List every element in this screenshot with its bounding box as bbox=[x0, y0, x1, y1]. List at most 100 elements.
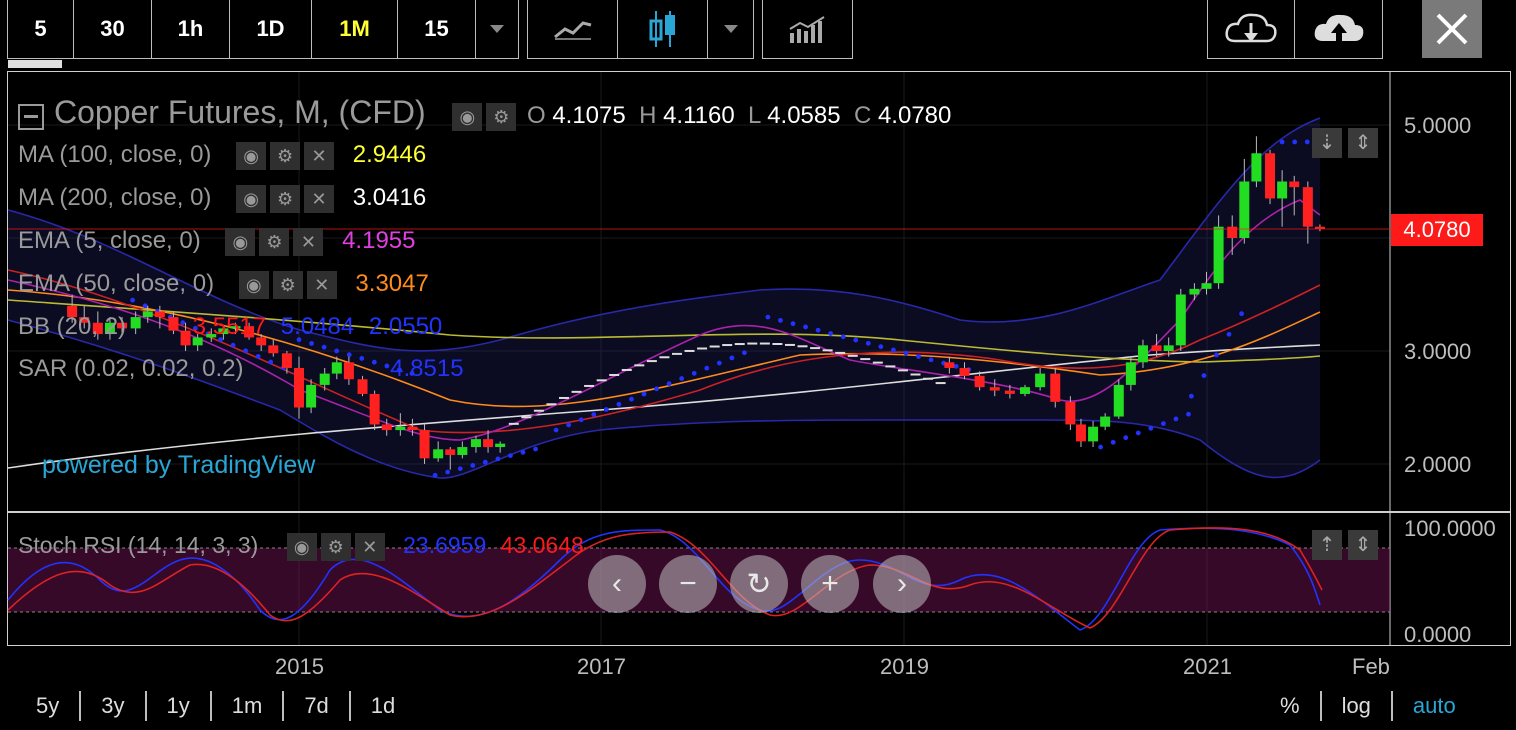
scale-bar: % log auto bbox=[1280, 688, 1456, 724]
visibility-icon[interactable]: ◉ bbox=[236, 141, 267, 170]
cloud-upload-button[interactable] bbox=[1295, 0, 1382, 58]
y-tick: 5.0000 bbox=[1404, 113, 1472, 138]
scroll-right-button[interactable]: › bbox=[873, 555, 931, 613]
sar-dot bbox=[533, 446, 538, 452]
settings-icon[interactable]: ⚙ bbox=[272, 270, 303, 299]
candle-body bbox=[168, 317, 179, 331]
interval-1h[interactable]: 1h bbox=[152, 0, 230, 58]
bollinger-lower-line bbox=[7, 319, 1321, 479]
auto-scale-toggle[interactable]: auto bbox=[1412, 693, 1456, 718]
candle-body bbox=[558, 396, 569, 399]
reset-button[interactable]: ↻ bbox=[730, 555, 788, 613]
range-3y[interactable]: 3y bbox=[101, 693, 125, 718]
candle-body bbox=[1125, 362, 1136, 385]
sar-dot bbox=[853, 337, 859, 343]
sar-dot bbox=[641, 391, 647, 397]
candle-body bbox=[571, 390, 582, 393]
zoom-in-button[interactable]: + bbox=[801, 555, 859, 613]
settings-icon[interactable]: ⚙ bbox=[486, 102, 517, 131]
visibility-icon[interactable]: ◉ bbox=[225, 227, 256, 256]
cloud-download-button[interactable] bbox=[1208, 0, 1295, 58]
x-tick: 2017 bbox=[577, 654, 626, 679]
candle-body bbox=[154, 311, 165, 318]
remove-icon[interactable]: ✕ bbox=[354, 532, 385, 561]
sar-dot bbox=[1226, 331, 1232, 337]
candle-body bbox=[1075, 424, 1086, 442]
candle-body bbox=[357, 379, 368, 394]
range-1d[interactable]: 1d bbox=[370, 693, 396, 718]
remove-icon[interactable]: ✕ bbox=[304, 141, 335, 170]
collapse-icon[interactable] bbox=[18, 103, 44, 130]
candle-body bbox=[470, 439, 481, 448]
candles-button[interactable] bbox=[618, 0, 708, 58]
visibility-icon[interactable]: ◉ bbox=[236, 184, 267, 213]
candle-body bbox=[646, 360, 657, 363]
osc-tick: 100.0000 bbox=[1404, 516, 1496, 541]
move-down-icon[interactable]: ⇣ bbox=[1312, 128, 1342, 158]
range-5y[interactable]: 5y bbox=[36, 693, 60, 718]
sar-dot bbox=[142, 303, 148, 309]
close-button[interactable] bbox=[1422, 0, 1482, 58]
candle-body bbox=[281, 353, 292, 368]
settings-icon[interactable]: ⚙ bbox=[270, 184, 301, 213]
candle-body bbox=[343, 362, 354, 380]
indicators-button[interactable] bbox=[763, 0, 852, 58]
range-1y[interactable]: 1y bbox=[166, 693, 190, 718]
percent-scale-toggle[interactable]: % bbox=[1280, 693, 1300, 718]
interval-30[interactable]: 30 bbox=[74, 0, 152, 58]
sar-dot bbox=[432, 472, 438, 478]
candle-body bbox=[1302, 187, 1313, 227]
sar-dot bbox=[457, 466, 463, 472]
interval-1m[interactable]: 1M bbox=[312, 0, 398, 58]
sar-dot bbox=[679, 376, 685, 381]
line-chart-button[interactable] bbox=[528, 0, 618, 58]
visibility-icon[interactable]: ◉ bbox=[238, 270, 269, 299]
sar-dot bbox=[891, 347, 896, 353]
sar-dot bbox=[566, 422, 572, 428]
sar-dot bbox=[1135, 430, 1141, 436]
branding-link[interactable]: powered by TradingView bbox=[42, 451, 316, 479]
settings-icon[interactable]: ⚙ bbox=[270, 141, 301, 170]
remove-icon[interactable]: ✕ bbox=[293, 227, 324, 256]
settings-icon[interactable]: ⚙ bbox=[320, 532, 351, 561]
sar-dot bbox=[255, 354, 261, 359]
stoch-d-line bbox=[7, 527, 1323, 629]
scroll-left-button[interactable]: ‹ bbox=[588, 555, 646, 613]
sar-dot bbox=[1292, 139, 1298, 145]
candle-body bbox=[369, 393, 380, 425]
sar-dot bbox=[591, 412, 597, 418]
zoom-out-button[interactable]: − bbox=[659, 555, 717, 613]
sar-dot bbox=[928, 357, 934, 363]
sar-dot bbox=[691, 370, 697, 376]
candle-body bbox=[1175, 294, 1186, 346]
interval-1d[interactable]: 1D bbox=[230, 0, 312, 58]
sar-dot bbox=[445, 469, 451, 475]
candle-body bbox=[897, 369, 908, 372]
range-7d[interactable]: 7d bbox=[304, 693, 329, 718]
interval-toolbar: 5 30 1h 1D 1M 15 bbox=[7, 0, 519, 59]
candle-body bbox=[256, 337, 267, 346]
chart-type-dropdown[interactable] bbox=[708, 0, 753, 58]
candle-body bbox=[495, 443, 506, 448]
candle-body bbox=[797, 345, 808, 348]
sar-dot bbox=[742, 350, 747, 356]
settings-icon[interactable]: ⚙ bbox=[259, 227, 290, 256]
log-scale-toggle[interactable]: log bbox=[1341, 693, 1371, 718]
interval-5[interactable]: 5 bbox=[8, 0, 74, 58]
remove-icon[interactable]: ✕ bbox=[304, 184, 335, 213]
x-tick: 2019 bbox=[880, 654, 929, 679]
move-updown-icon[interactable]: ⇕ bbox=[1348, 128, 1378, 158]
candle-body bbox=[433, 449, 444, 459]
move-up-icon[interactable]: ⇡ bbox=[1312, 530, 1342, 560]
range-bar: 5y 3y 1y 1m 7d 1d bbox=[36, 688, 395, 724]
remove-icon[interactable]: ✕ bbox=[306, 270, 337, 299]
visibility-icon[interactable]: ◉ bbox=[452, 102, 483, 131]
visibility-icon[interactable]: ◉ bbox=[286, 532, 317, 561]
interval-15[interactable]: 15 bbox=[398, 0, 476, 58]
candle-body bbox=[923, 377, 934, 380]
interval-dropdown[interactable] bbox=[476, 0, 518, 58]
range-1m[interactable]: 1m bbox=[231, 693, 263, 718]
indicators-icon bbox=[788, 16, 825, 43]
move-updown-icon[interactable]: ⇕ bbox=[1348, 530, 1378, 560]
panel-tab-indicator[interactable] bbox=[8, 60, 62, 68]
